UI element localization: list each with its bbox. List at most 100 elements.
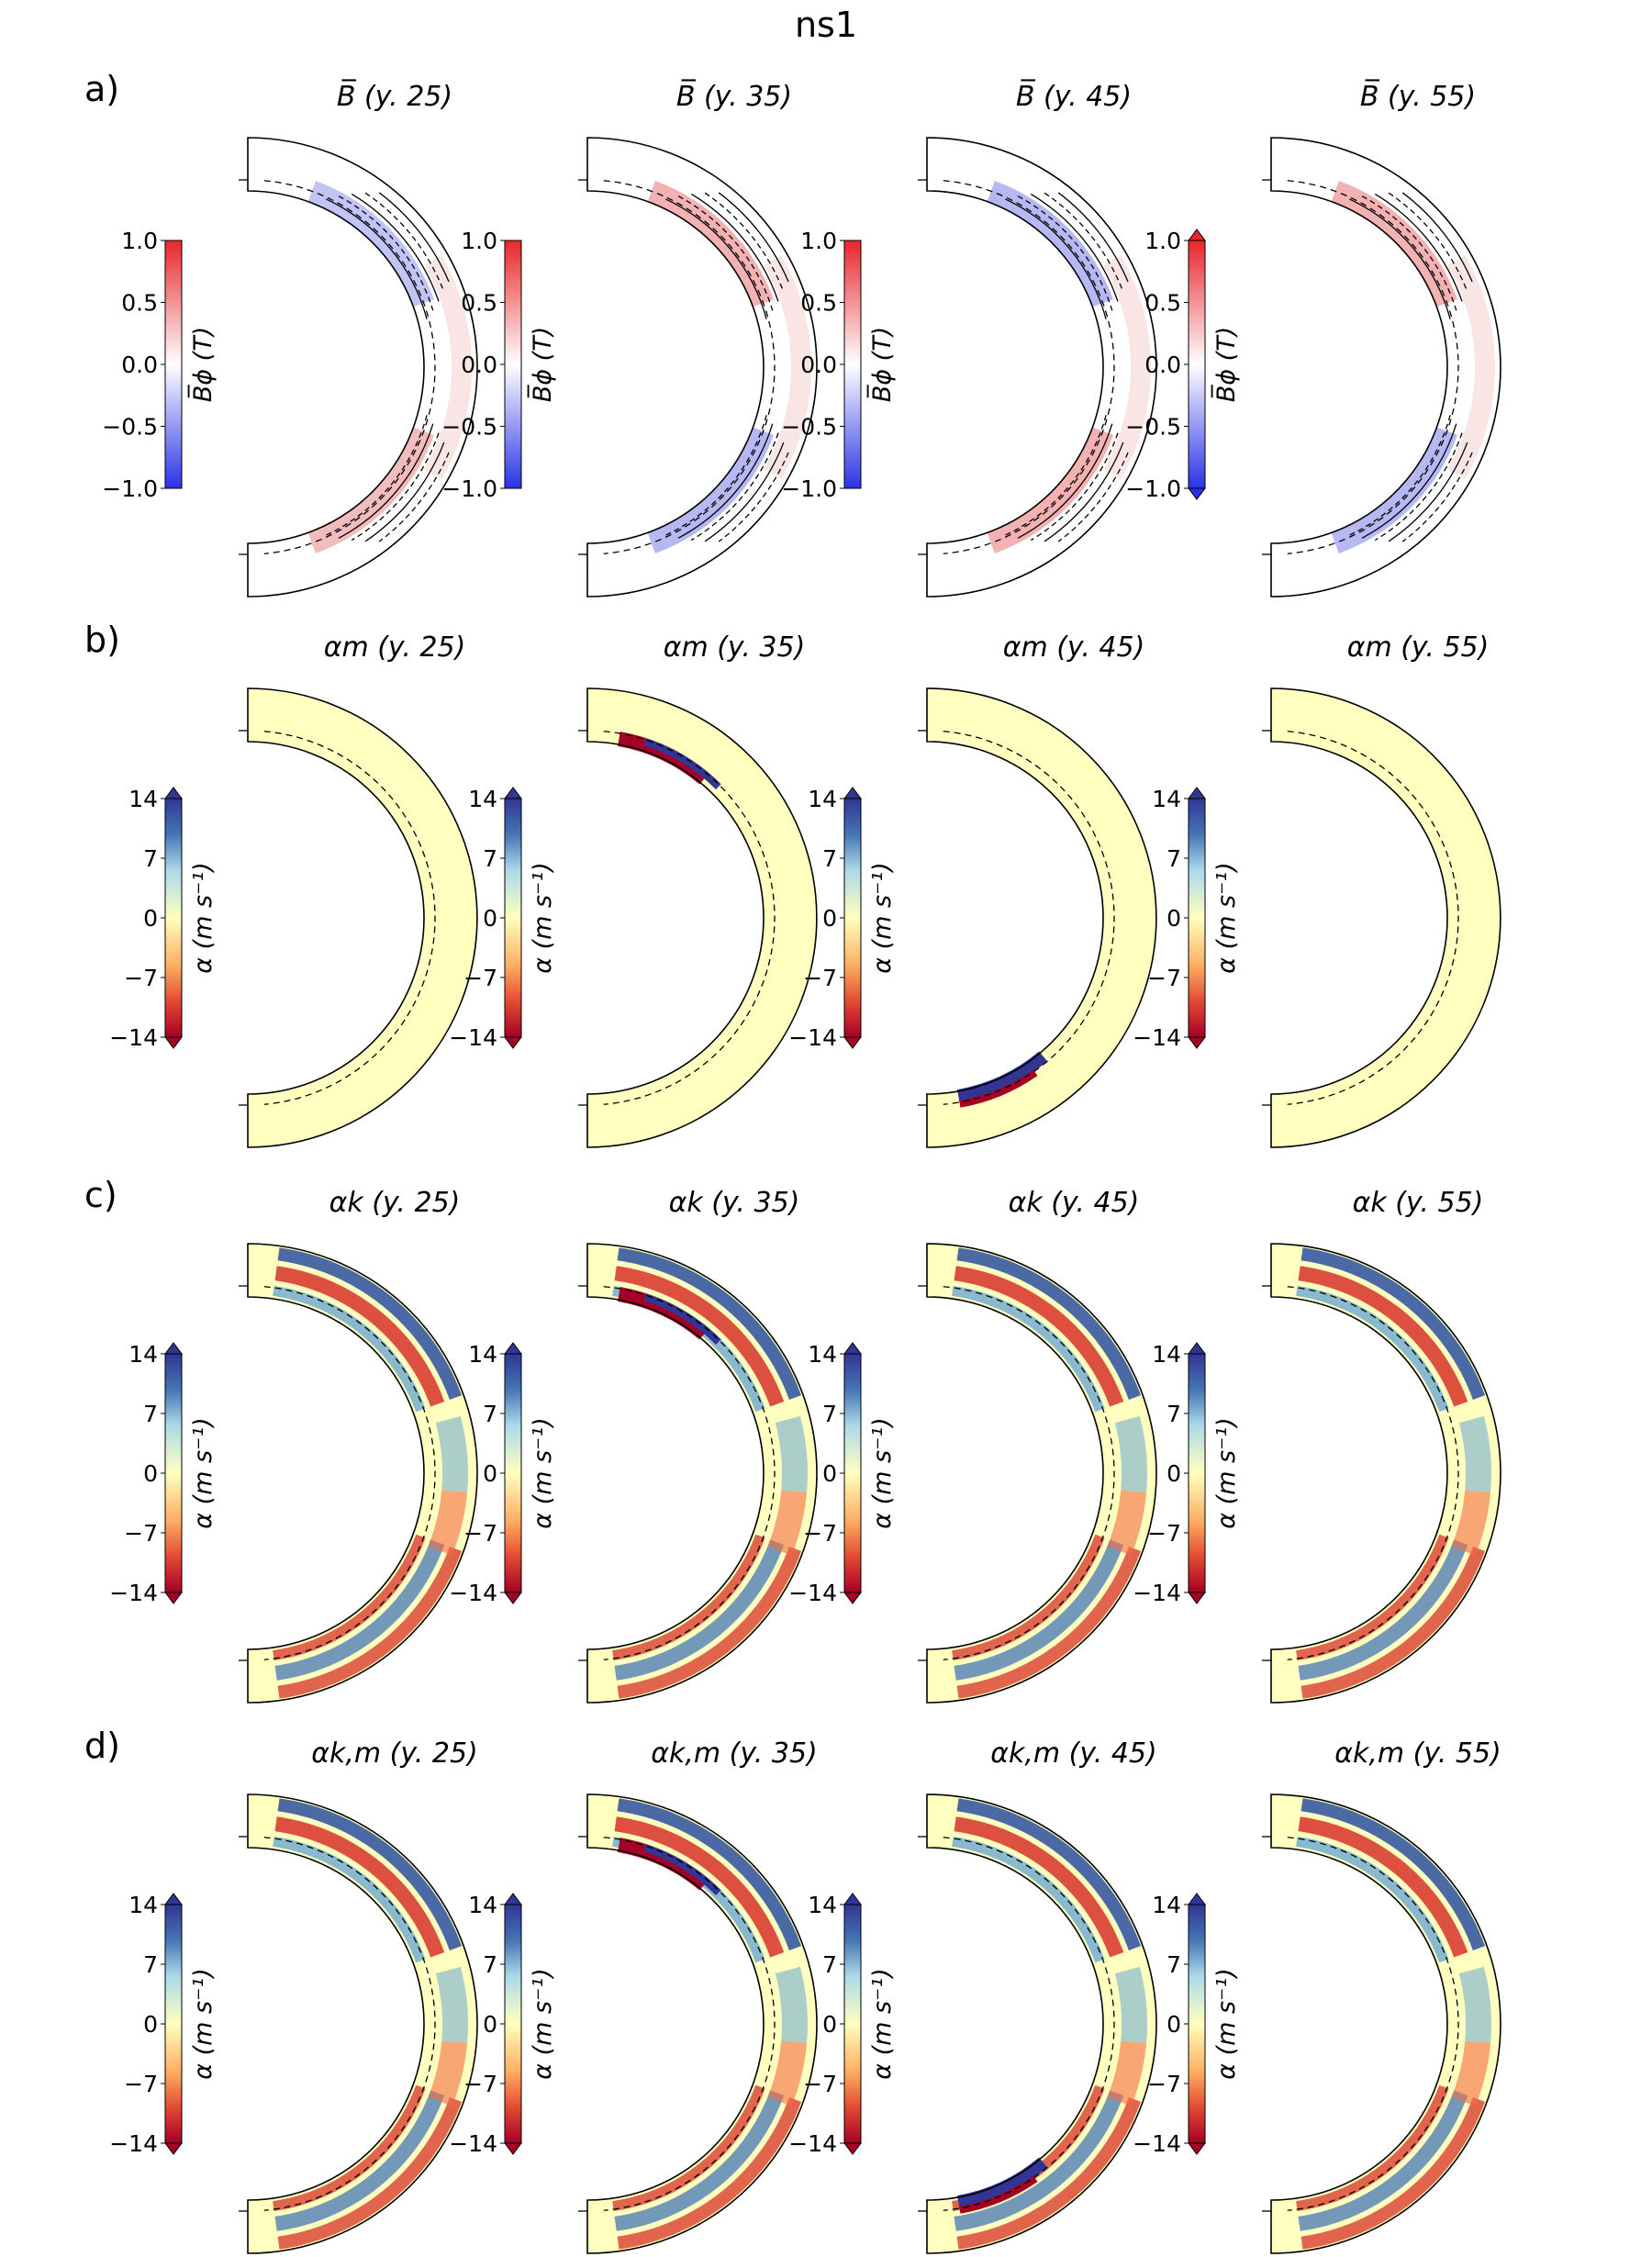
colorbar-tick-label: −14 xyxy=(449,2130,497,2157)
field-line xyxy=(326,198,428,319)
shell-outline xyxy=(247,1243,478,1704)
colorbar-extend-top xyxy=(1188,229,1206,241)
alpha-band-equator xyxy=(1458,1966,1491,2043)
colorbar-tick-label: −14 xyxy=(788,1024,837,1051)
alpha-band-equator xyxy=(435,1966,468,2043)
colorbar-extend-top xyxy=(164,1893,183,1905)
field-line xyxy=(677,196,774,311)
panel-title: αk (y. 25) xyxy=(329,1187,461,1219)
colorbar-label: α (m s⁻¹) xyxy=(1212,1968,1241,2079)
field-line xyxy=(1388,441,1468,542)
field-line xyxy=(665,415,767,536)
colorbar-tick-label: 0 xyxy=(1166,905,1181,932)
colorbar-tick-label: 7 xyxy=(483,845,497,872)
row-label: a) xyxy=(84,69,119,109)
alpha-band xyxy=(956,1547,1142,1699)
panel-d-1: αk,m (y. 25) 14 7 0 −7 −14 α (m s⁻¹) xyxy=(109,1737,478,2254)
alpha-band-equator xyxy=(1107,2040,1147,2106)
colorbar-tick-label: 0.5 xyxy=(800,290,837,317)
colorbar xyxy=(504,798,522,1038)
field-line xyxy=(1349,415,1451,536)
row-label: c) xyxy=(84,1175,117,1215)
alpha-band xyxy=(617,1247,802,1400)
panel-a-3: B̅ (y. 45) 1.0 0.5 0.0 −0.5 −1.0 B̅ϕ (T) xyxy=(781,79,1157,598)
colorbar-extend-top xyxy=(1188,1342,1206,1355)
colorbar-tick-label: 14 xyxy=(468,786,497,812)
field-line xyxy=(351,432,440,542)
field-band-equator xyxy=(424,255,472,479)
shell-outline xyxy=(247,1793,478,2254)
alpha-band xyxy=(617,1547,802,1699)
field-line xyxy=(1017,196,1113,311)
field-line xyxy=(1057,452,1129,542)
colorbar-extend-top xyxy=(843,1342,862,1355)
colorbar-label: B̅ϕ (T) xyxy=(188,327,218,402)
alpha-band xyxy=(277,1547,463,1699)
colorbar-tick-label: 0 xyxy=(822,1460,837,1487)
colorbar-tick-label: −7 xyxy=(803,965,837,991)
field-line xyxy=(1044,441,1124,542)
tachocline-line xyxy=(1287,1837,1459,2211)
field-line xyxy=(1057,192,1129,283)
colorbar xyxy=(843,798,862,1038)
shell-outline xyxy=(1270,687,1501,1148)
field-line xyxy=(704,192,785,293)
field-line xyxy=(1017,423,1113,539)
field-band-north xyxy=(1331,181,1457,307)
alpha-band xyxy=(1298,1539,1468,1681)
field-line xyxy=(1349,198,1451,319)
alpha-band xyxy=(1298,1266,1468,1407)
panel-title: B̅ (y. 45) xyxy=(1016,79,1132,113)
colorbar-extend-bottom xyxy=(843,1036,862,1049)
field-line xyxy=(1005,198,1107,319)
tachocline-line xyxy=(603,180,776,554)
colorbar-label: α (m s⁻¹) xyxy=(1212,862,1241,973)
colorbar-label: α (m s⁻¹) xyxy=(868,1968,897,2079)
colorbar-tick-label: 0 xyxy=(143,1460,158,1487)
panel-title: αk (y. 35) xyxy=(669,1187,800,1219)
colorbar-label: α (m s⁻¹) xyxy=(868,862,897,973)
alpha-band-equator xyxy=(767,2040,808,2106)
panel-a-1: B̅ (y. 25) 1.0 0.5 0.0 −0.5 −1.0 B̅ϕ (T) xyxy=(102,79,478,598)
shell-fill xyxy=(927,688,1156,1147)
panel-d-3: αk,m (y. 45) 14 7 0 −7 −14 α (m s⁻¹) xyxy=(788,1737,1157,2254)
colorbar-extend-bottom xyxy=(1188,1036,1206,1049)
tachocline-line xyxy=(263,1837,436,2211)
field-band-north xyxy=(307,181,434,307)
tachocline-line xyxy=(943,1286,1115,1660)
alpha-band xyxy=(614,1266,785,1407)
tachocline-feature xyxy=(643,1293,721,1345)
colorbar-extend-top xyxy=(164,1342,183,1355)
colorbar-label: α (m s⁻¹) xyxy=(529,862,557,973)
alpha-band-equator xyxy=(428,1490,468,1556)
alpha-band xyxy=(273,2084,426,2211)
panel-title: αk,m (y. 35) xyxy=(651,1737,818,1770)
alpha-band xyxy=(614,2090,785,2231)
tachocline-feature xyxy=(643,1844,721,1895)
field-line xyxy=(690,193,779,302)
colorbar-tick-label: −14 xyxy=(788,2130,837,2157)
shell-fill xyxy=(248,138,477,597)
colorbar-tick-label: 7 xyxy=(483,1951,497,1978)
panel-title: αm (y. 35) xyxy=(664,631,806,664)
alpha-band xyxy=(612,1534,765,1660)
alpha-band xyxy=(1298,1816,1468,1958)
colorbar-extend-bottom xyxy=(164,1592,183,1604)
shell-fill xyxy=(587,688,817,1147)
shell-outline xyxy=(586,137,818,598)
panel-d-4: αk,m (y. 55) 14 7 0 −7 −14 α (m s⁻¹) xyxy=(1133,1737,1501,2254)
alpha-band xyxy=(612,2084,765,2211)
colorbar xyxy=(504,1353,522,1593)
panel-grid: a) B̅ (y. 25)1.00.50.0−0.5−1.0B̅ϕ (T)B̅ (… xyxy=(84,69,1501,2254)
colorbar-tick-label: 0 xyxy=(822,905,837,932)
alpha-band-equator xyxy=(1458,1415,1492,1492)
colorbar-tick-label: 7 xyxy=(822,845,837,872)
colorbar-tick-label: 1.0 xyxy=(121,228,158,254)
colorbar-tick-label: 14 xyxy=(1152,1341,1181,1368)
alpha-band xyxy=(956,2097,1142,2250)
colorbar-tick-label: 1.0 xyxy=(461,228,497,254)
field-line xyxy=(1361,196,1457,311)
alpha-band xyxy=(956,1247,1142,1400)
colorbar-tick-label: 0.5 xyxy=(121,290,158,317)
panel-c-3: αk (y. 45) 14 7 0 −7 −14 α (m s⁻¹) xyxy=(788,1187,1157,1704)
